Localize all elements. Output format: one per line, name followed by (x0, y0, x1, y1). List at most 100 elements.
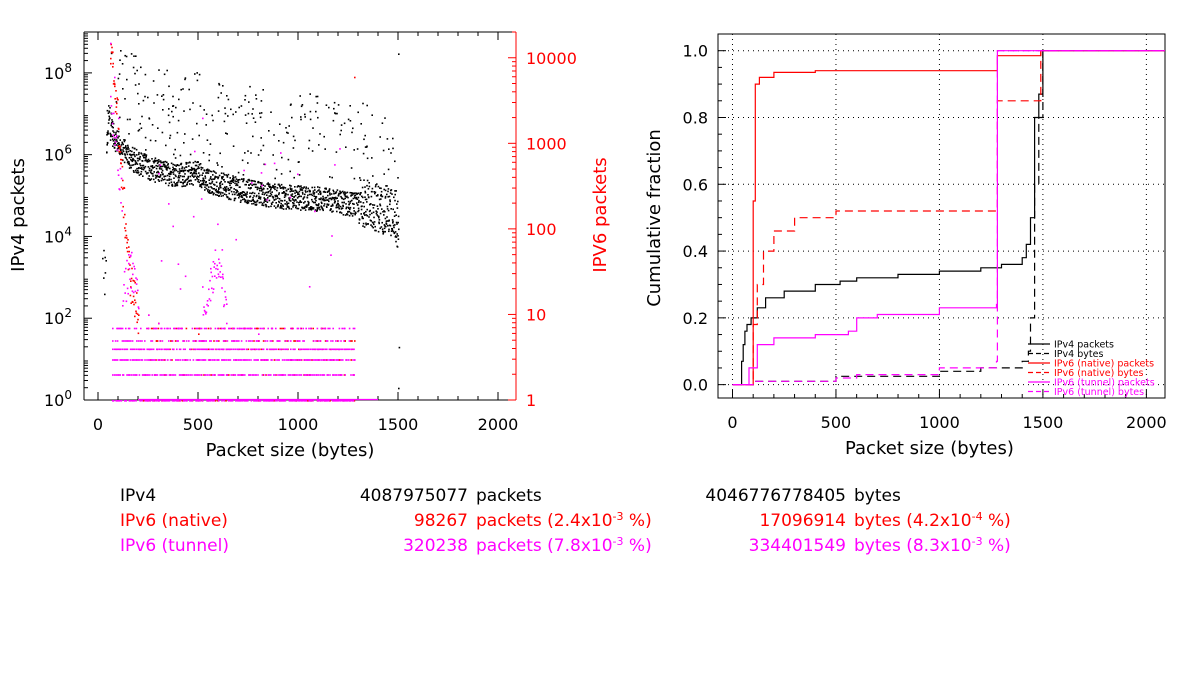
ipv4-point (355, 196, 358, 199)
ipv4-point (331, 211, 333, 213)
ipv4-point (283, 186, 285, 189)
ipv6-tunnel-point (217, 223, 219, 226)
ipv6-native-point (124, 213, 126, 216)
ipv4-point (202, 178, 205, 180)
ipv4-point (291, 188, 293, 190)
ipv4-point (218, 188, 220, 190)
ipv6-native-point (135, 312, 138, 314)
ipv6-tunnel-point (316, 400, 319, 402)
ipv4-point (226, 174, 228, 177)
ipv4-point (123, 147, 125, 149)
ipv4-point (379, 212, 382, 215)
ipv4-point (327, 199, 329, 201)
ipv6-tunnel-point (118, 374, 120, 376)
ipv6-tunnel-point (232, 327, 234, 330)
ipv6-tunnel-point (197, 400, 199, 402)
ipv4-point (328, 106, 330, 109)
ipv4-point (259, 112, 261, 115)
ipv4-point (388, 228, 390, 231)
ipv4-point (203, 109, 205, 111)
ipv4-point (287, 202, 290, 205)
ipv4-point (288, 199, 291, 202)
ipv4-point (225, 194, 228, 196)
ipv4-point (258, 197, 260, 199)
ipv4-point (394, 160, 396, 163)
ipv4-point (279, 123, 281, 125)
ipv4-point (358, 222, 360, 224)
ipv4-point (255, 203, 258, 206)
ipv4-point (246, 193, 248, 195)
ipv6-tunnel-point (218, 258, 220, 261)
ipv6-tunnel-point (115, 374, 117, 376)
ipv4-point (176, 182, 178, 184)
ipv4-point (223, 193, 226, 195)
ipv4-point (120, 144, 123, 146)
ipv4-point (113, 131, 115, 134)
ipv4-point (185, 161, 187, 164)
ipv6-native-point (294, 340, 296, 342)
ipv6-native-point (126, 247, 128, 249)
ipv6-tunnel-point (267, 400, 269, 402)
ipv4-point (118, 152, 121, 154)
ipv4-point (390, 152, 392, 154)
ipv4-point (196, 178, 198, 180)
ipv6-tunnel-point (273, 162, 276, 165)
ipv4-point (247, 199, 249, 202)
ipv4-point (271, 186, 274, 189)
ipv4-point (138, 83, 140, 85)
ipv6-tunnel-point (334, 374, 337, 376)
ipv4-point (194, 172, 196, 175)
ipv6-tunnel-point (269, 348, 271, 351)
ipv6-tunnel-point (236, 327, 239, 330)
ipv4-point (190, 180, 192, 182)
ipv6-tunnel-point (260, 172, 263, 174)
ipv6-tunnel-point (166, 327, 168, 330)
ipv6-tunnel-point (135, 400, 137, 402)
ipv4-point (187, 177, 189, 179)
ipv4-point (241, 178, 243, 180)
ipv4-point (392, 230, 395, 233)
ipv4-point (353, 203, 355, 205)
ipv4-point (312, 190, 315, 192)
ipv4-point (278, 198, 281, 200)
ipv6-native-point (110, 43, 112, 46)
ipv4-point (353, 195, 356, 197)
ipv4-point (153, 166, 156, 168)
ipv6-tunnel-point (184, 348, 186, 351)
ipv6-tunnel-point (145, 374, 147, 376)
ipv4-point (376, 205, 379, 207)
ipv4-point (213, 183, 215, 186)
ipv6-tunnel-point (295, 374, 298, 376)
ipv6-tunnel-point (117, 327, 119, 330)
ipv6-tunnel-point (111, 112, 113, 115)
ipv6-tunnel-point (203, 327, 206, 330)
ipv4-point (218, 174, 221, 177)
ipv4-point (250, 152, 252, 154)
ipv4-point (377, 230, 380, 233)
ipv4-point (380, 193, 382, 196)
ipv4-point (379, 136, 381, 138)
ipv4-point (109, 107, 111, 109)
ipv4-point (202, 172, 204, 174)
ipv6-tunnel-point (307, 374, 310, 376)
ipv4-point (311, 150, 314, 152)
ipv4-point (366, 157, 369, 160)
ipv4-point (133, 151, 135, 154)
ipv4-point (286, 201, 288, 203)
ipv4-point (386, 193, 388, 196)
ipv6-tunnel-point (289, 196, 292, 199)
ipv6-native-point (272, 340, 274, 342)
ipv4-point (189, 183, 191, 185)
ipv4-point (221, 166, 223, 168)
ipv6-tunnel-point (166, 348, 168, 351)
ipv4-point (166, 179, 168, 181)
ipv6-tunnel-point (354, 359, 356, 361)
ipv4-point (238, 193, 240, 196)
ipv4-point (227, 98, 230, 101)
ipv4-point (197, 179, 200, 181)
ipv6-tunnel-point (303, 340, 305, 342)
ipv4-point (209, 192, 211, 194)
ipv4-point (216, 194, 219, 196)
ipv4-point (178, 168, 181, 170)
ipv4-point (123, 139, 125, 141)
